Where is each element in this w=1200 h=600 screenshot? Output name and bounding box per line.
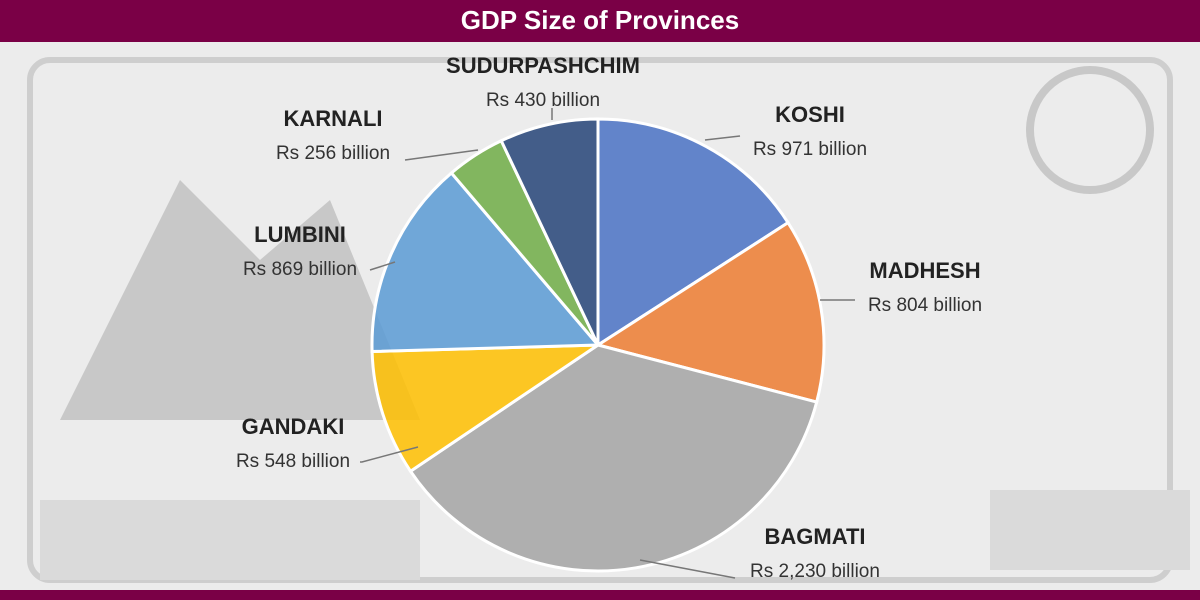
- leader-line: [369, 261, 396, 271]
- leader-line: [360, 446, 419, 463]
- slice-label: SUDURPASHCHIM: [446, 53, 640, 78]
- pie-slice: [499, 117, 600, 346]
- leader-line: [704, 135, 741, 141]
- chart-title: GDP Size of Provinces: [461, 5, 739, 35]
- leader-line: [404, 149, 479, 161]
- slice-label: MADHESH: [869, 258, 980, 283]
- slice-label: LUMBINI: [254, 222, 346, 247]
- value-label: Rs 971 billion: [753, 139, 867, 160]
- value-label: Rs 256 billion: [276, 143, 390, 164]
- value-label: Rs 548 billion: [236, 451, 350, 472]
- banknote-decor: [27, 57, 1190, 583]
- pie-slice: [596, 117, 791, 348]
- slice-label: BAGMATI: [764, 524, 865, 549]
- slice-label: KARNALI: [284, 106, 383, 131]
- value-label: Rs 2,230 billion: [750, 561, 880, 582]
- title-bar: [0, 0, 1200, 42]
- leader-line: [639, 559, 736, 579]
- pie-slice: [594, 220, 826, 404]
- bottom-bar: [0, 590, 1200, 600]
- slice-label: GANDAKI: [242, 414, 345, 439]
- slice-label: KOSHI: [775, 102, 845, 127]
- pie-slice: [370, 170, 602, 354]
- value-label: Rs 804 billion: [868, 295, 982, 316]
- pie-slice: [370, 343, 604, 474]
- pie-slice: [408, 343, 819, 573]
- value-label: Rs 430 billion: [486, 90, 600, 111]
- value-label: Rs 869 billion: [243, 259, 357, 280]
